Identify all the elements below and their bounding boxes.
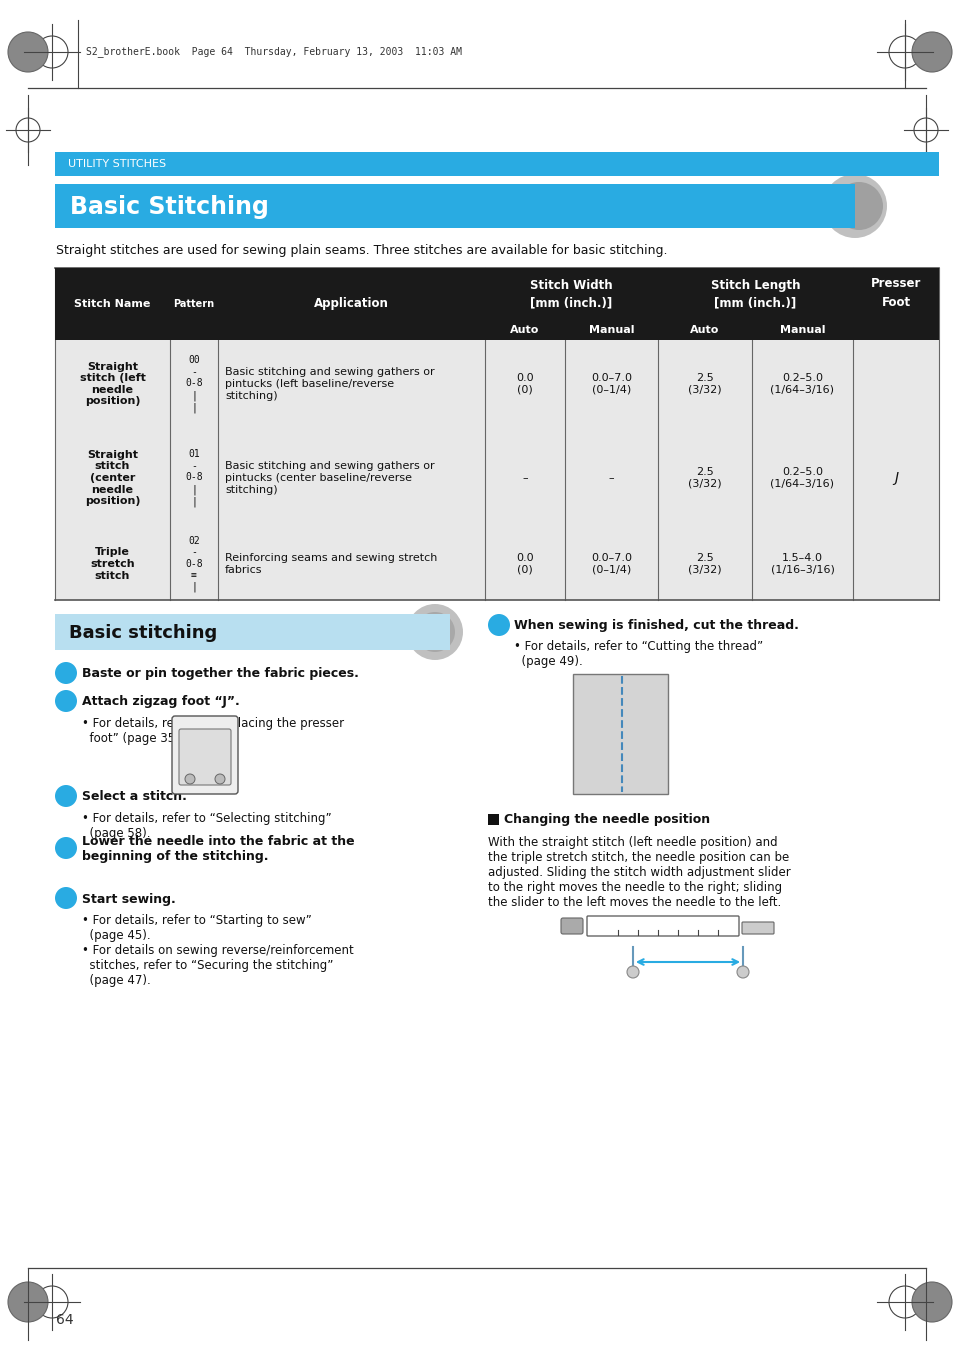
Text: UTILITY STITCHES: UTILITY STITCHES: [68, 159, 166, 169]
Text: 1: 1: [62, 666, 71, 680]
Text: Auto: Auto: [690, 326, 719, 335]
Text: [mm (inch.)]: [mm (inch.)]: [714, 296, 796, 309]
Text: 2: 2: [62, 694, 71, 708]
Text: [mm (inch.)]: [mm (inch.)]: [530, 296, 612, 309]
Text: Manual: Manual: [779, 326, 824, 335]
Text: Manual: Manual: [588, 326, 634, 335]
Circle shape: [415, 612, 455, 653]
Circle shape: [55, 888, 77, 909]
Text: Application: Application: [314, 297, 389, 311]
FancyBboxPatch shape: [741, 921, 773, 934]
Text: Triple
stretch
stitch: Triple stretch stitch: [91, 547, 134, 581]
FancyBboxPatch shape: [179, 730, 231, 785]
Circle shape: [737, 966, 748, 978]
Text: Lower the needle into the fabric at the
beginning of the stitching.: Lower the needle into the fabric at the …: [82, 835, 355, 863]
Circle shape: [8, 32, 48, 72]
Text: S2_brotherE.book  Page 64  Thursday, February 13, 2003  11:03 AM: S2_brotherE.book Page 64 Thursday, Febru…: [86, 46, 461, 58]
Text: Stitch Width: Stitch Width: [530, 278, 612, 292]
Text: Straight
stitch
(center
needle
position): Straight stitch (center needle position): [85, 450, 140, 507]
Text: • For details, refer to “Replacing the presser
  foot” (page 35).: • For details, refer to “Replacing the p…: [82, 717, 344, 744]
Circle shape: [55, 690, 77, 712]
Text: 5: 5: [62, 892, 71, 905]
Text: Basic stitching: Basic stitching: [69, 624, 217, 642]
Circle shape: [407, 604, 462, 661]
Text: Reinforcing seams and sewing stretch
fabrics: Reinforcing seams and sewing stretch fab…: [225, 553, 436, 574]
Text: 0.0
(0): 0.0 (0): [516, 553, 534, 574]
Text: Straight stitches are used for sewing plain seams. Three stitches are available : Straight stitches are used for sewing pl…: [56, 245, 667, 257]
Text: With the straight stitch (left needle position) and
the triple stretch stitch, t: With the straight stitch (left needle po…: [488, 836, 790, 909]
Text: Select a stitch.: Select a stitch.: [82, 790, 187, 804]
FancyBboxPatch shape: [55, 340, 938, 428]
Text: 2.5
(3/32): 2.5 (3/32): [687, 373, 721, 394]
Text: Baste or pin together the fabric pieces.: Baste or pin together the fabric pieces.: [82, 667, 358, 681]
Text: 0.2–5.0
(1/64–3/16): 0.2–5.0 (1/64–3/16): [770, 467, 834, 489]
Text: 2.5
(3/32): 2.5 (3/32): [687, 553, 721, 574]
Text: • For details, refer to “Cutting the thread”
  (page 49).: • For details, refer to “Cutting the thr…: [514, 640, 762, 667]
FancyBboxPatch shape: [573, 674, 667, 794]
Text: 6: 6: [495, 619, 503, 631]
Circle shape: [8, 1282, 48, 1323]
Text: When sewing is finished, cut the thread.: When sewing is finished, cut the thread.: [514, 619, 798, 631]
Circle shape: [626, 966, 639, 978]
Circle shape: [55, 662, 77, 684]
Circle shape: [214, 774, 225, 784]
Text: Stitch Name: Stitch Name: [74, 299, 151, 309]
Circle shape: [822, 174, 886, 238]
Text: Straight
stitch (left
needle
position): Straight stitch (left needle position): [79, 362, 145, 407]
Circle shape: [488, 613, 510, 636]
Circle shape: [185, 774, 194, 784]
Text: J: J: [893, 471, 897, 485]
Text: 02
-
0-8
≡
|: 02 - 0-8 ≡ |: [185, 535, 203, 593]
Text: –: –: [608, 473, 614, 484]
Text: Basic stitching and sewing gathers or
pintucks (left baseline/reverse
stitching): Basic stitching and sewing gathers or pi…: [225, 367, 435, 401]
Text: Basic stitching and sewing gathers or
pintucks (center baseline/reverse
stitchin: Basic stitching and sewing gathers or pi…: [225, 462, 435, 494]
Circle shape: [55, 838, 77, 859]
Text: Attach zigzag foot “J”.: Attach zigzag foot “J”.: [82, 696, 239, 708]
Text: J: J: [221, 727, 225, 739]
FancyBboxPatch shape: [55, 613, 450, 650]
Text: Stitch Length: Stitch Length: [710, 278, 800, 292]
Circle shape: [55, 785, 77, 807]
Text: 2.5
(3/32): 2.5 (3/32): [687, 467, 721, 489]
Text: 0.0–7.0
(0–1/4): 0.0–7.0 (0–1/4): [590, 373, 631, 394]
Text: 64: 64: [56, 1313, 73, 1327]
Text: • For details, refer to “Starting to sew”
  (page 45).
• For details on sewing r: • For details, refer to “Starting to sew…: [82, 915, 354, 988]
Text: 3: 3: [62, 789, 71, 802]
FancyBboxPatch shape: [172, 716, 237, 794]
FancyBboxPatch shape: [55, 528, 938, 600]
Text: Foot: Foot: [881, 296, 909, 309]
Text: Changing the needle position: Changing the needle position: [503, 812, 709, 825]
FancyBboxPatch shape: [55, 428, 938, 528]
Text: 01
-
0-8
|
|: 01 - 0-8 | |: [185, 450, 203, 507]
Text: • For details, refer to “Selecting stitching”
  (page 58).: • For details, refer to “Selecting stitc…: [82, 812, 332, 840]
Text: Pattern: Pattern: [173, 299, 214, 309]
Text: 1.5–4.0
(1/16–3/16): 1.5–4.0 (1/16–3/16): [770, 553, 834, 574]
Text: –: –: [521, 473, 527, 484]
Circle shape: [911, 1282, 951, 1323]
FancyBboxPatch shape: [55, 184, 854, 228]
Text: 0.2–5.0
(1/64–3/16): 0.2–5.0 (1/64–3/16): [770, 373, 834, 394]
Text: Start sewing.: Start sewing.: [82, 893, 175, 905]
FancyBboxPatch shape: [560, 917, 582, 934]
Text: Basic Stitching: Basic Stitching: [70, 195, 269, 219]
Text: 0.0–7.0
(0–1/4): 0.0–7.0 (0–1/4): [590, 553, 631, 574]
Text: 0.0
(0): 0.0 (0): [516, 373, 534, 394]
FancyBboxPatch shape: [586, 916, 739, 936]
Text: 00
-
0-8
|
|: 00 - 0-8 | |: [185, 355, 203, 412]
FancyBboxPatch shape: [488, 815, 498, 825]
FancyBboxPatch shape: [55, 153, 938, 176]
Circle shape: [834, 182, 882, 230]
FancyBboxPatch shape: [55, 267, 938, 340]
Text: Auto: Auto: [510, 326, 539, 335]
Circle shape: [911, 32, 951, 72]
Text: Presser: Presser: [870, 277, 921, 290]
Text: 4: 4: [62, 842, 71, 854]
